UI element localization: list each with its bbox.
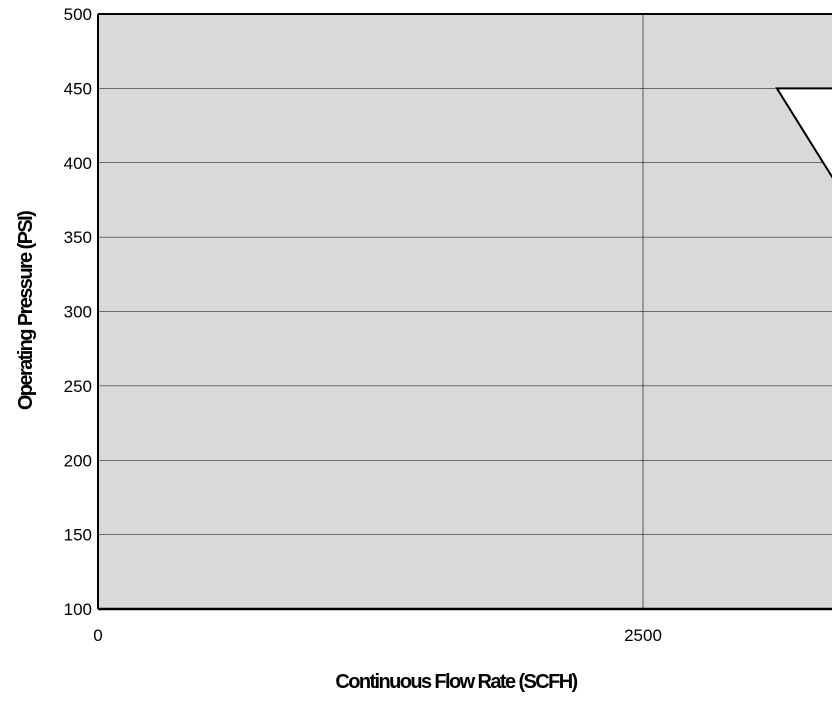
- y-tick-label: 150: [64, 526, 92, 545]
- bands: [775, 87, 832, 179]
- y-tick-label: 500: [64, 5, 92, 24]
- y-tick-label: 400: [64, 154, 92, 173]
- y-tick-label: 250: [64, 377, 92, 396]
- y-tick-label: 350: [64, 228, 92, 247]
- axes: [97, 13, 832, 611]
- tick-labels: 1001502002503003504004505000250050007500: [64, 5, 662, 645]
- x-tick-label: 2500: [624, 626, 662, 645]
- y-tick-label: 450: [64, 79, 92, 98]
- y-tick-label: 200: [64, 451, 92, 470]
- band-1: [775, 87, 832, 179]
- y-axis-title: Operating Pressure (PSI): [15, 211, 37, 410]
- x-tick-label: 0: [93, 626, 102, 645]
- x-axis-title: Continuous Flow Rate (SCFH): [335, 671, 577, 693]
- y-tick-label: 300: [64, 303, 92, 322]
- y-tick-label: 100: [64, 600, 92, 619]
